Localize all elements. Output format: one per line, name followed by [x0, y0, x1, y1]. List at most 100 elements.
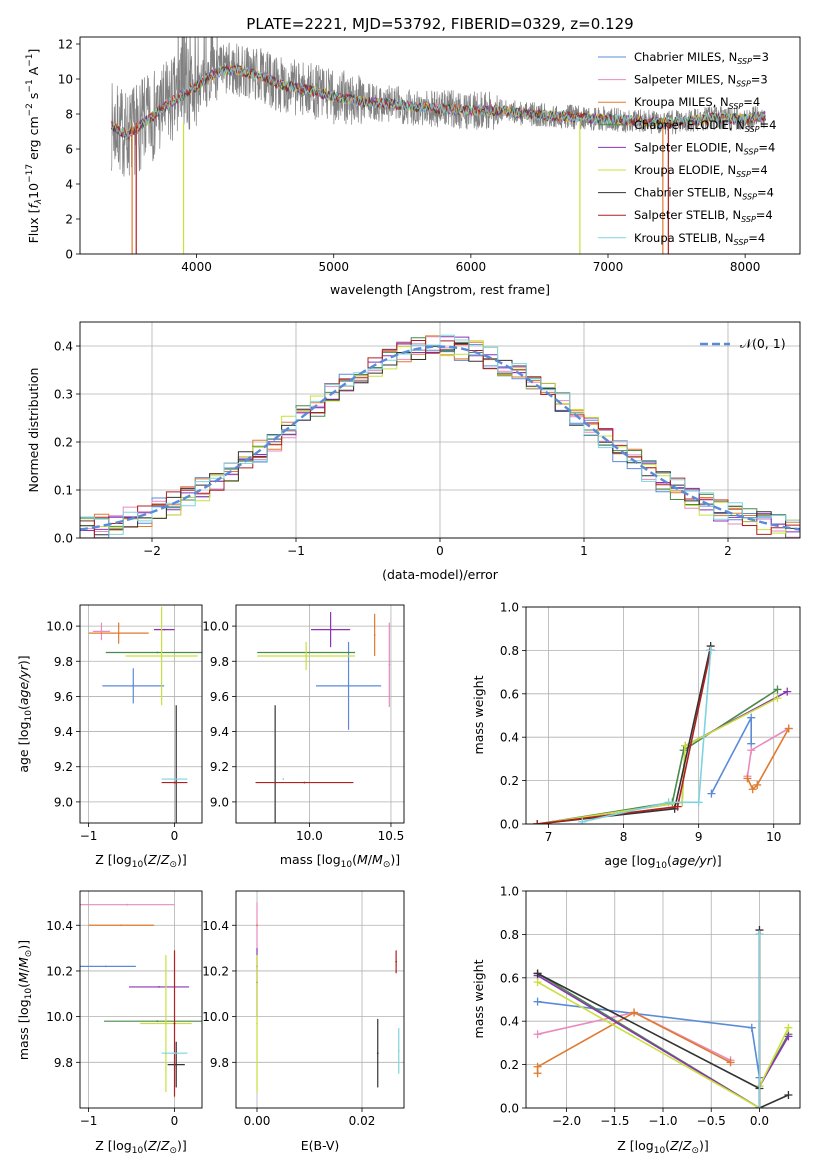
y-tick-label: 0.1: [54, 484, 73, 498]
data-point: [388, 663, 391, 666]
weight-marker: [783, 687, 792, 696]
data-point: [376, 1052, 379, 1055]
data-point: [256, 1022, 258, 1025]
plot-area: [533, 642, 793, 824]
weight-line-5: [537, 697, 778, 824]
legend-label: Kroupa STELIB, NSSP=4: [634, 231, 765, 247]
spectrum-legend: Chabrier MILES, NSSP=3 Salpeter MILES, NS…: [598, 50, 776, 247]
y-tick-label: 10.0: [46, 1010, 73, 1024]
y-tick-label: 9.8: [54, 1056, 73, 1070]
histogram-series-8: [80, 334, 800, 535]
legend-label: Salpeter STELIB, NSSP=4: [634, 208, 773, 224]
plot-area: [88, 606, 202, 823]
y-tick-label: 10.2: [202, 964, 229, 978]
axes-frame: [235, 604, 405, 824]
data-point: [158, 986, 160, 988]
plot-spectrum: 4000 5000 6000 7000 8000 0 2 4 6 8 10 12 wavelength …: [25, 36, 801, 297]
x-tick-label: −0.5: [697, 1114, 726, 1128]
y-tick-label: 0.6: [500, 971, 519, 985]
y-tick-label: 10: [58, 73, 73, 87]
weight-marker: [748, 785, 757, 794]
x-tick-label: 10.0: [296, 829, 323, 843]
y-tick-label: 0.0: [54, 532, 73, 546]
x-axis-label: E(B-V): [301, 1138, 340, 1153]
legend-label: Kroupa MILES, NSSP=4: [634, 95, 760, 111]
y-tick-label: 0.2: [54, 436, 73, 450]
plot-age_vs_Z: −1 0 9.0 9.2 9.4 9.6 9.8 10.0 Z [log10(Z/Z⊙)] age…: [16, 604, 203, 870]
y-tick-label: 10.0: [202, 1010, 229, 1024]
weight-marker: [673, 802, 682, 811]
x-tick-label: 6000: [456, 260, 487, 274]
x-tick-label: −1: [80, 829, 98, 843]
weight-marker: [706, 646, 715, 655]
y-axis-label: mass weight: [471, 675, 486, 754]
data-point: [104, 965, 107, 968]
x-axis-label: Z [log10(Z/Z⊙)]: [95, 852, 187, 870]
weight-line-2: [746, 728, 790, 791]
y-tick-label: 0.8: [500, 928, 519, 942]
x-tick-label: −1: [287, 544, 305, 558]
x-tick-label: 2: [724, 544, 732, 558]
data-point: [256, 924, 258, 927]
x-tick-label: −1.5: [600, 1114, 629, 1128]
plot-area: [533, 926, 793, 1108]
y-tick-label: 0.8: [500, 644, 519, 658]
y-axis-label: Flux [fλ10−17 erg cm−2 s−1 A−1]: [25, 49, 44, 244]
legend-label: Chabrier STELIB, NSSP=4: [634, 186, 774, 202]
y-tick-label: 9.0: [210, 795, 229, 809]
weight-marker: [533, 820, 542, 824]
data-point: [126, 903, 129, 906]
weight-marker: [773, 685, 782, 694]
y-tick-label: 10.0: [46, 620, 73, 634]
y-tick-label: 0.4: [500, 1015, 519, 1029]
weight-marker: [755, 930, 764, 939]
y-tick-label: 0.2: [500, 774, 519, 788]
y-tick-label: 0.0: [500, 1102, 519, 1116]
x-tick-label: 10.5: [378, 829, 405, 843]
y-axis-label: Normed distribution: [26, 368, 41, 493]
weight-marker: [533, 997, 542, 1006]
y-tick-label: 9.8: [210, 655, 229, 669]
weight-marker: [664, 798, 673, 807]
data-point: [132, 684, 135, 687]
weight-line-6: [537, 645, 712, 824]
x-axis-label: age [log10(age/yr)]: [604, 853, 721, 871]
legend-label: Kroupa ELODIE, NSSP=4: [634, 163, 768, 179]
y-tick-label: 0.0: [500, 818, 519, 832]
y-tick-label: 9.4: [210, 725, 229, 739]
axes-frame: [235, 890, 405, 1109]
model-spectrum-8: [111, 64, 766, 140]
x-tick-label: 0: [171, 829, 179, 843]
weight-marker: [784, 1032, 793, 1041]
x-tick-label: 9: [695, 830, 703, 844]
legend-label: Chabrier ELODIE, NSSP=4: [634, 118, 776, 134]
x-tick-label: 8: [620, 830, 628, 844]
x-axis-label: wavelength [Angstrom, rest frame]: [330, 282, 550, 297]
y-tick-label: 9.2: [210, 760, 229, 774]
data-point: [397, 1049, 400, 1052]
axes-frame: [525, 606, 801, 825]
y-tick-label: 9.8: [210, 1056, 229, 1070]
plot-area: [80, 334, 800, 538]
weight-line-8: [582, 650, 712, 823]
axes-frame: [79, 321, 801, 539]
plot-massweight_vs_age: 7 8 9 10 0.0 0.2 0.4 0.6 0.8 1.0 age [log10(age/yr…: [471, 601, 801, 871]
axes-frame: [79, 604, 203, 824]
x-tick-label: −1: [80, 1114, 98, 1128]
data-point: [303, 781, 306, 784]
x-axis-label: Z [log10(Z/Z⊙)]: [95, 1138, 187, 1156]
x-tick-label: 1: [580, 544, 588, 558]
weight-line-6: [537, 930, 789, 1108]
data-point: [175, 1063, 178, 1066]
y-tick-label: 1.0: [500, 885, 519, 899]
x-tick-label: 0.0: [750, 1114, 769, 1128]
data-point: [160, 655, 163, 657]
x-tick-label: −2.0: [552, 1114, 581, 1128]
y-tick-label: 4: [65, 178, 73, 192]
y-tick-label: 0.2: [500, 1058, 519, 1072]
plot-mass_vs_EBV: 0.00 0.02 9.8 10.0 10.2 10.4 E(B-V): [202, 890, 405, 1153]
x-tick-label: 7000: [593, 260, 624, 274]
x-tick-label: 4000: [181, 260, 212, 274]
weight-marker: [773, 694, 782, 703]
